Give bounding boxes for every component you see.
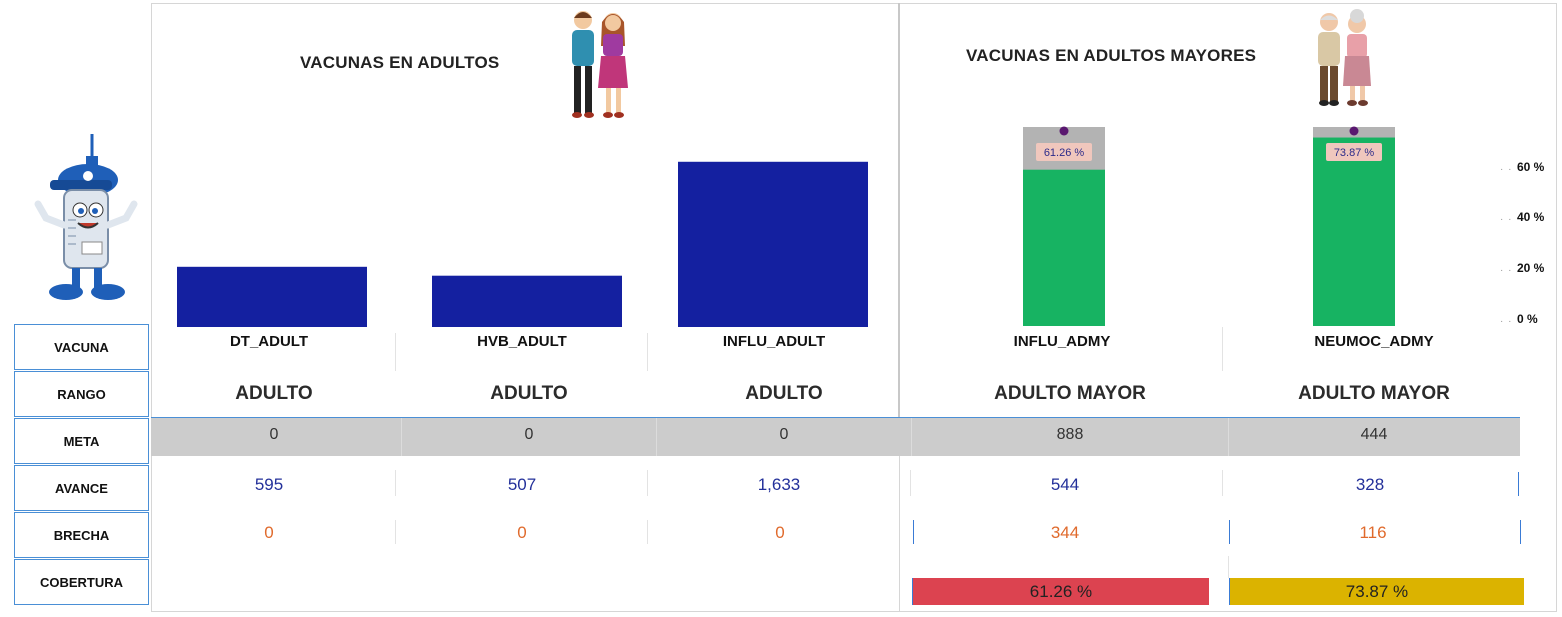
brecha-cell: 0	[264, 523, 274, 542]
rango-cell: ADULTO	[490, 383, 568, 404]
value-label-bg	[1036, 143, 1092, 161]
meta-cell: 444	[1360, 426, 1388, 443]
meta-row	[151, 418, 1520, 456]
syringe-mascot-icon	[30, 130, 140, 305]
row-label-brecha: BRECHA	[14, 512, 149, 558]
row-label-vacuna: VACUNA	[14, 324, 149, 370]
brecha-cell: 344	[1050, 523, 1080, 542]
elderly-couple-icon	[1310, 8, 1380, 108]
bar-neumoc_admy	[1313, 137, 1395, 326]
panel-divider	[898, 3, 900, 417]
meta-cell: 888	[1056, 426, 1084, 443]
avance-cell: 507	[507, 475, 537, 494]
brecha-cell: 116	[1359, 523, 1387, 542]
target-marker	[1059, 126, 1069, 136]
meta-cell: 0	[524, 426, 534, 443]
bar-influ_adult	[678, 161, 868, 327]
right-panel	[899, 3, 1557, 612]
vacuna-cell: HVB_ADULT	[477, 333, 567, 350]
vacuna-cell: INFLU_ADMY	[1013, 333, 1111, 350]
adult-couple-icon	[565, 6, 635, 120]
vacuna-cell: DT_ADULT	[229, 333, 309, 350]
avance-cell: 328	[1355, 475, 1385, 494]
elderly-coverage-chart: 61.26 % 73.87 %	[1023, 126, 1395, 326]
avance-cell: 544	[1050, 475, 1080, 494]
left-panel-title: VACUNAS EN ADULTOS	[300, 53, 500, 72]
y-tick-60: 60 %	[1517, 160, 1545, 174]
meta-cell: 0	[779, 426, 789, 443]
y-tick-0: 0 %	[1517, 312, 1538, 326]
right-panel-title: VACUNAS EN ADULTOS MAYORES	[966, 46, 1257, 65]
row-label-meta: META	[14, 418, 149, 464]
cobertura-bar-influ-admy: 61.26 %	[912, 578, 1209, 605]
cobertura-bar-neumoc-admy: 73.87 %	[1229, 578, 1524, 605]
bar-influ_admy	[1023, 169, 1105, 326]
bar-hvb_adult	[432, 275, 622, 327]
rango-cell: ADULTO	[745, 383, 823, 404]
adult-bar-chart	[177, 161, 868, 327]
y-tick-40: 40 %	[1517, 210, 1545, 224]
value-label-bg	[1326, 143, 1382, 161]
brecha-cell: 0	[517, 523, 527, 542]
value-label: 73.87 %	[1334, 147, 1375, 159]
brecha-cell: 0	[775, 523, 785, 542]
value-label: 61.26 %	[1044, 147, 1085, 159]
row-label-avance: AVANCE	[14, 465, 149, 511]
vacuna-cell: NEUMOC_ADMY	[1314, 333, 1434, 350]
rango-cell: ADULTO	[235, 383, 313, 404]
y-tick-20: 20 %	[1517, 261, 1545, 275]
bar-dt_adult	[177, 266, 367, 327]
rango-cell: ADULTO MAYOR	[994, 383, 1146, 404]
rango-cell: ADULTO MAYOR	[1298, 383, 1450, 404]
row-label-cobertura: COBERTURA	[14, 559, 149, 605]
avance-cell: 1,633	[757, 475, 801, 494]
row-label-rango: RANGO	[14, 371, 149, 417]
vacuna-cell: INFLU_ADULT	[722, 333, 826, 350]
meta-cell: 0	[269, 426, 279, 443]
target-marker	[1349, 126, 1359, 136]
avance-cell: 595	[254, 475, 284, 494]
